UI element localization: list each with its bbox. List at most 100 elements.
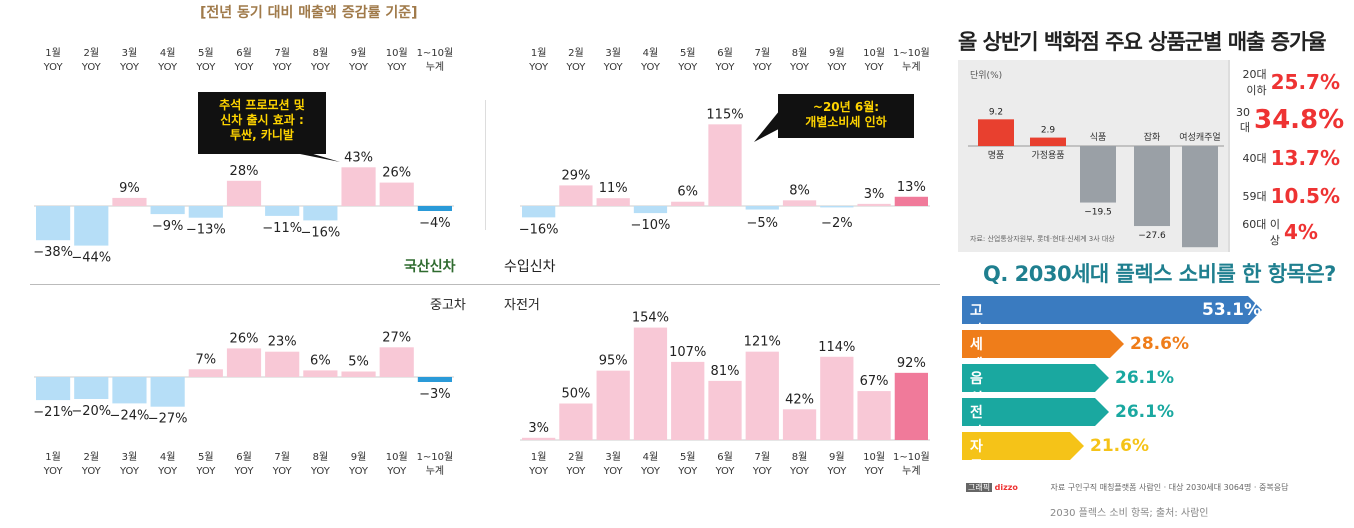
age-row: 59대 10.5% — [1242, 184, 1340, 208]
category-label: YOY — [43, 62, 64, 73]
bar — [417, 377, 452, 382]
bar — [671, 201, 705, 206]
category-label: YOY — [272, 466, 293, 477]
category-label: YOY — [157, 466, 178, 477]
data-label: 11% — [599, 181, 628, 196]
category-label: 10월 — [386, 47, 408, 59]
flex-bar-value: 53.1% — [1202, 300, 1261, 320]
chart-bicycle: 1월 YOY 2월 YOY 3월 YOY 4월 YOY 5월 YOY 6월 YOY 7월 YOY 8월 YOY… — [520, 311, 930, 477]
panel-title-used: 중고차 — [430, 298, 466, 313]
data-label: 9.2 — [989, 107, 1003, 117]
data-label: 26% — [382, 166, 411, 181]
category-label: YOY — [310, 62, 331, 73]
panel-title-domestic: 국산신차 — [404, 259, 456, 275]
category-label: YOY — [603, 466, 624, 477]
bar — [36, 377, 71, 401]
category-label: 2월 — [568, 451, 584, 463]
data-label: −38% — [33, 245, 73, 260]
data-label: 50% — [561, 387, 590, 402]
data-label: 27% — [382, 330, 411, 345]
bar — [265, 206, 300, 216]
category-label: 4월 — [643, 451, 659, 463]
bar — [1134, 146, 1170, 227]
category-label: 2월 — [568, 47, 584, 59]
bar — [112, 377, 147, 404]
category-label: 식품 — [1090, 132, 1107, 143]
category-label: 6월 — [236, 47, 252, 59]
data-label: −11% — [262, 221, 302, 236]
category-label: YOY — [528, 62, 549, 73]
bar — [894, 372, 928, 440]
category-label: YOY — [234, 62, 255, 73]
category-label: YOY — [234, 466, 255, 477]
flex-caption: 2030 플렉스 소비 항목; 출처: 사람인 — [1050, 508, 1209, 519]
bar — [633, 327, 668, 440]
flex-bar — [962, 432, 1084, 460]
flex-bar-value: 26.1% — [1115, 402, 1174, 422]
category-label: YOY — [715, 466, 736, 477]
category-label: 누계 — [426, 465, 444, 477]
bar — [894, 196, 928, 206]
flex-bar — [962, 398, 1109, 426]
data-label: 3% — [528, 421, 549, 436]
flex-source: 그래픽 dizzo 자료 구인구직 매칭플랫폼 사람인 · 대상 2030세대 … — [966, 482, 1288, 493]
category-label: 3월 — [122, 451, 138, 463]
panel-title-imported: 수입신차 — [504, 259, 556, 275]
bar — [820, 356, 854, 440]
category-label: 4월 — [160, 451, 176, 463]
data-label: 92% — [897, 356, 926, 371]
annotation-box — [778, 94, 914, 138]
category-label: 7월 — [754, 451, 770, 463]
flex-bar — [962, 330, 1124, 358]
category-label: 8월 — [313, 47, 329, 59]
data-label: 26% — [230, 331, 259, 346]
bar — [708, 380, 742, 440]
category-label: YOY — [528, 466, 549, 477]
category-label: 가정용품 — [1031, 150, 1064, 161]
data-label: −20% — [71, 404, 111, 419]
bar — [226, 348, 262, 377]
category-label: YOY — [864, 62, 885, 73]
category-label: 4월 — [643, 47, 659, 59]
dept-source: 자료: 산업통상자원부, 롯데·현대·신세계 3사 대상 — [970, 235, 1115, 243]
bar — [188, 369, 223, 377]
annotation-text: 추석 프로모션 및 — [219, 97, 305, 112]
data-label: 23% — [268, 335, 297, 350]
category-label: 1월 — [531, 47, 547, 59]
category-label: YOY — [640, 466, 661, 477]
category-label: YOY — [677, 466, 698, 477]
category-label: YOY — [310, 466, 331, 477]
category-label: 8월 — [792, 451, 808, 463]
category-label: 8월 — [313, 451, 329, 463]
category-label: YOY — [565, 62, 586, 73]
data-label: 3% — [864, 187, 885, 202]
data-label: −5% — [747, 216, 779, 231]
bar — [1080, 146, 1116, 203]
category-label: YOY — [826, 466, 847, 477]
bar — [226, 180, 262, 206]
data-label: 107% — [669, 345, 706, 360]
category-label: 1~10월 — [417, 47, 454, 59]
data-label: 8% — [789, 183, 810, 198]
bar — [596, 370, 630, 440]
data-label: 7% — [196, 352, 217, 367]
bar — [341, 167, 376, 206]
data-label: −21% — [33, 405, 73, 420]
data-label: 13% — [897, 180, 926, 195]
flex-chart-title: Q. 2030세대 플렉스 소비를 한 항목은? — [983, 262, 1336, 286]
bar — [708, 124, 742, 206]
panel-title-bicycle: 자전거 — [504, 298, 540, 313]
data-label: −19.5 — [1084, 208, 1112, 218]
dept-chart-title: 올 상반기 백화점 주요 상품군별 매출 증가율 — [958, 30, 1327, 54]
data-label: −2% — [821, 216, 853, 231]
bar — [417, 206, 452, 211]
flex-source-text: 자료 구인구직 매칭플랫폼 사람인 · 대상 2030세대 3064명 · 중복… — [1050, 483, 1289, 492]
category-label: YOY — [195, 466, 216, 477]
data-label: 115% — [706, 107, 743, 122]
bar — [745, 351, 779, 440]
category-label: YOY — [348, 62, 369, 73]
data-label: 28% — [230, 164, 259, 179]
category-label: 1~10월 — [893, 47, 930, 59]
data-label: −10% — [631, 218, 671, 233]
data-label: 2.9 — [1041, 126, 1056, 136]
